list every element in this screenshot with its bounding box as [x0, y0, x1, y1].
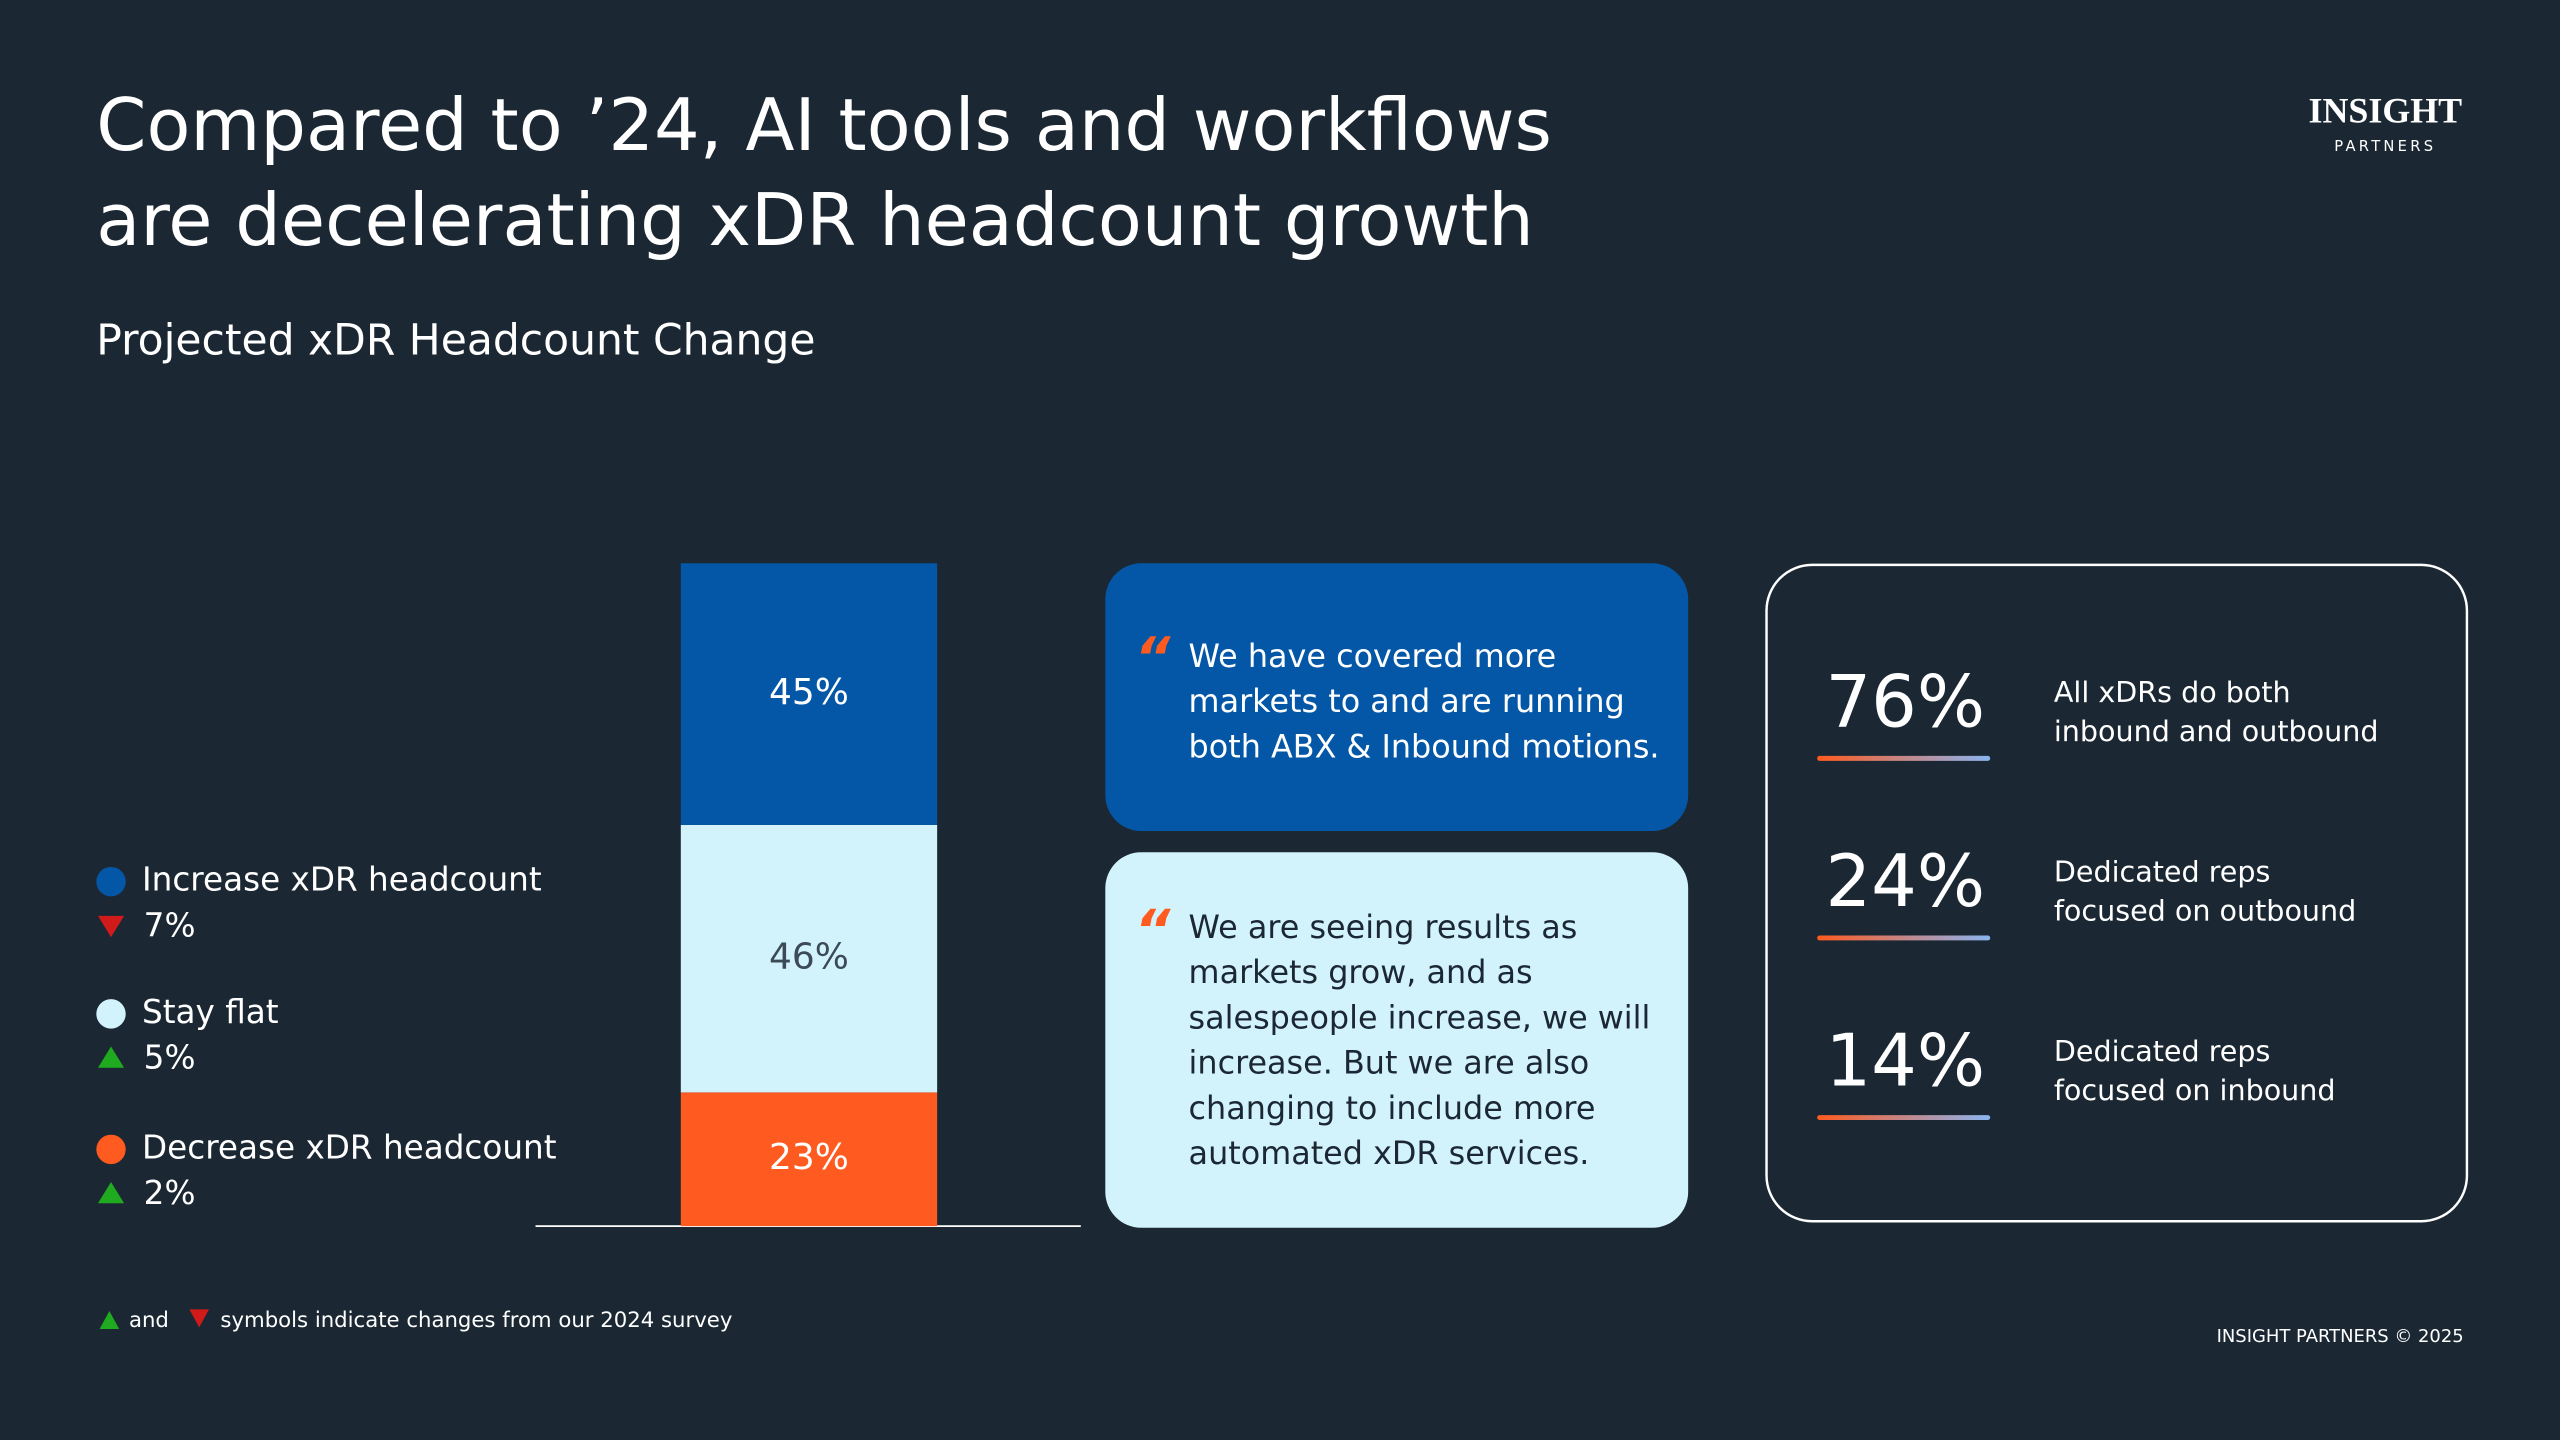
legend-label: Decrease xDR headcount	[142, 1128, 557, 1166]
stat-description: focused on outbound	[2054, 894, 2356, 928]
footnote-connector: and	[129, 1308, 169, 1333]
change-label: 5%	[144, 1039, 196, 1077]
up-symbol	[99, 1311, 120, 1329]
value-label: 46%	[769, 937, 849, 978]
change-label: 7%	[144, 906, 196, 944]
value-label: 45%	[769, 672, 849, 713]
quote-box	[1105, 852, 1689, 1228]
legend-marker	[96, 999, 126, 1029]
stat-description: Dedicated reps	[2054, 1034, 2271, 1068]
value-label: 23%	[769, 1137, 849, 1178]
legend-marker	[96, 866, 126, 897]
quote-box	[1105, 563, 1689, 832]
stats-box	[1765, 563, 2469, 1223]
change-symbol	[97, 1182, 125, 1204]
stat-description: All xDRs do both	[2054, 675, 2291, 709]
quote-mark: “	[1135, 625, 1172, 690]
bar-segment	[680, 824, 938, 1093]
change-symbol	[97, 1046, 125, 1068]
stat-description: focused on inbound	[2054, 1073, 2336, 1107]
change-symbol	[97, 915, 125, 938]
logo-name: INSIGHT	[2308, 91, 2462, 131]
subtitle: Projected xDR Headcount Change	[96, 316, 815, 365]
bar-segment	[680, 563, 938, 825]
quote-mark: “	[1135, 898, 1172, 963]
legend-label: Increase xDR headcount	[142, 861, 542, 899]
quote-line: We have covered more	[1189, 637, 1557, 675]
quote-line: automated xDR services.	[1189, 1134, 1590, 1172]
down-symbol	[189, 1309, 209, 1328]
stat-underline	[1817, 1115, 1991, 1120]
quote-line: changing to include more	[1189, 1089, 1596, 1127]
stat-underline	[1817, 935, 1991, 941]
quote-line: both ABX & Inbound motions.	[1189, 727, 1660, 765]
quote-line: markets to and are running	[1189, 682, 1625, 720]
quote-line: We are seeing results as	[1189, 908, 1578, 946]
logo-tagline: PARTNERS	[2334, 138, 2436, 155]
change-label: 2%	[144, 1174, 196, 1212]
legend-label: Stay flat	[142, 993, 279, 1031]
legend-marker	[96, 1134, 126, 1165]
title: Compared to ’24, AI tools and workflows	[96, 83, 1552, 167]
stat-description: inbound and outbound	[2054, 714, 2379, 748]
title: are decelerating xDR headcount growth	[96, 178, 1534, 262]
footnote: symbols indicate changes from our 2024 s…	[220, 1308, 732, 1333]
stat-value: 14%	[1825, 1019, 1985, 1103]
stat-underline	[1817, 755, 1991, 761]
copyright: INSIGHT PARTNERS © 2025	[2217, 1326, 2464, 1347]
stat-description: Dedicated reps	[2054, 854, 2271, 888]
stat-value: 76%	[1825, 659, 1985, 743]
stat-value: 24%	[1825, 839, 1985, 923]
quote-line: salespeople increase, we will	[1189, 998, 1651, 1036]
bar-segment	[680, 1092, 938, 1227]
quote-line: increase. But we are also	[1189, 1044, 1590, 1082]
quote-line: markets grow, and as	[1189, 953, 1533, 991]
